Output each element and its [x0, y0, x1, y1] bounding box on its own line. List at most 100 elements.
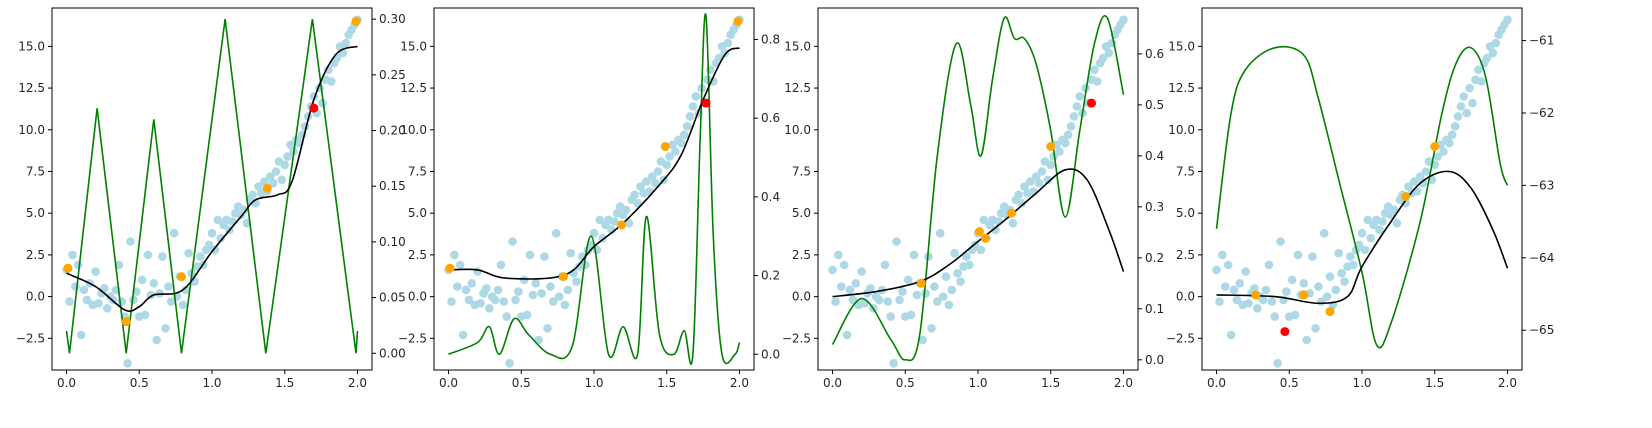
y2-tick-label: −63 — [1529, 178, 1554, 192]
observation-point — [610, 217, 619, 226]
y-tick-label: 7.5 — [792, 164, 811, 178]
y2-tick-label: 0.25 — [379, 68, 406, 82]
y2-tick-label: 0.0 — [761, 347, 780, 361]
y-tick-label: 10.0 — [18, 123, 45, 137]
observation-point — [265, 172, 275, 181]
observation-point — [668, 140, 677, 150]
selected-point — [121, 317, 131, 327]
observation-point — [1226, 330, 1236, 340]
acquisition-line — [448, 13, 741, 365]
observation-point — [1055, 147, 1064, 156]
observation-point — [1235, 279, 1245, 288]
y2-tick-label: 0.15 — [379, 179, 406, 193]
y-tick-label: −2.5 — [782, 331, 811, 345]
y2-tick-label: 0.2 — [761, 269, 780, 283]
observation-point — [842, 330, 852, 340]
observation-point — [73, 260, 83, 270]
x-tick-label: 2.0 — [1114, 376, 1133, 390]
observation-point — [181, 285, 191, 295]
observation-point — [129, 295, 138, 305]
observation-point — [1043, 175, 1053, 185]
observation-point — [1276, 237, 1285, 246]
observation-point — [1034, 178, 1044, 188]
observation-point — [519, 275, 529, 285]
observation-point — [158, 252, 167, 261]
observation-point — [903, 275, 913, 285]
selected-point — [177, 272, 186, 282]
observation-point — [1008, 218, 1018, 228]
observation-point — [1119, 15, 1128, 24]
plot-area — [62, 15, 362, 368]
observation-point — [1218, 250, 1227, 260]
observation-point — [892, 237, 901, 246]
observation-point — [1404, 182, 1413, 191]
y2-tick-label: 0.4 — [1145, 149, 1164, 163]
selected-point — [1007, 208, 1016, 218]
selected-point — [351, 16, 361, 26]
y-tick-label: 0.0 — [1176, 290, 1195, 304]
observation-point — [1221, 282, 1230, 291]
observation-point — [665, 152, 674, 161]
y2-tick-label: 0.5 — [1145, 98, 1164, 112]
observation-point — [1488, 48, 1498, 58]
observation-point — [152, 335, 161, 345]
observation-point — [68, 250, 77, 260]
y-tick-label: 12.5 — [784, 81, 811, 95]
y-tick-label: 7.5 — [26, 164, 45, 178]
selected-point — [1251, 290, 1261, 300]
observation-point — [1349, 260, 1358, 270]
observation-point — [1014, 190, 1023, 200]
observation-point — [140, 310, 150, 320]
observation-point — [677, 138, 686, 148]
observation-point — [117, 297, 127, 306]
x-tick-label: 1.0 — [968, 376, 987, 390]
subplot-1: 0.0 0.5 1.0 1.5 2.0 −2.5 0.0 2.5 5.0 7.5 10.0 12.5 1… — [16, 7, 406, 390]
observation-point — [650, 178, 660, 188]
observation-point — [1314, 282, 1323, 291]
observation-point — [1031, 172, 1041, 181]
observation-point — [895, 295, 904, 305]
x-tick-label: 0.0 — [57, 376, 76, 390]
x-tick-label: 0.5 — [896, 376, 915, 390]
y2-tick-label: 0.2 — [1145, 251, 1164, 265]
observation-point — [493, 285, 503, 295]
y2-tick-label: 0.6 — [1145, 47, 1164, 61]
observation-point — [566, 248, 575, 258]
observation-point — [1069, 112, 1079, 121]
observation-point — [595, 215, 605, 225]
observation-point — [938, 292, 948, 301]
observation-point — [1325, 272, 1335, 281]
x-tick-label: 2.0 — [1498, 376, 1517, 390]
observation-point — [1465, 83, 1474, 93]
observation-point — [71, 282, 80, 291]
y-tick-label: 15.0 — [18, 39, 45, 53]
subplot-3: 0.0 0.5 1.0 1.5 2.0 −2.5 0.0 2.5 5.0 7.5 10.0 12.5 1… — [782, 7, 1164, 390]
observation-point — [228, 217, 237, 226]
observation-point — [933, 297, 942, 306]
y2-tick-label: 0.30 — [379, 12, 406, 26]
observation-point — [207, 228, 217, 238]
selected-point — [975, 227, 984, 236]
mean-line — [832, 168, 1125, 298]
observation-point — [1270, 312, 1279, 321]
observation-point — [1491, 38, 1501, 48]
observation-point — [464, 295, 474, 305]
y-tick-label: 7.5 — [1176, 164, 1195, 178]
observation-point — [1311, 324, 1320, 333]
observation-point — [453, 282, 462, 291]
observation-point — [1346, 252, 1355, 261]
observation-point — [1357, 228, 1367, 238]
x-tick-label: 1.5 — [1425, 376, 1444, 390]
observation-point — [514, 287, 523, 296]
observation-point — [1459, 92, 1469, 101]
observation-point — [1453, 112, 1463, 121]
observation-point — [123, 359, 132, 368]
observation-point — [318, 98, 327, 108]
observation-point — [554, 292, 564, 301]
observation-point — [1017, 198, 1026, 208]
observation-point — [268, 178, 278, 188]
observation-point — [283, 152, 292, 161]
x-tick-label: 0.0 — [1207, 376, 1226, 390]
observation-point — [455, 260, 465, 270]
observation-point — [630, 190, 639, 200]
